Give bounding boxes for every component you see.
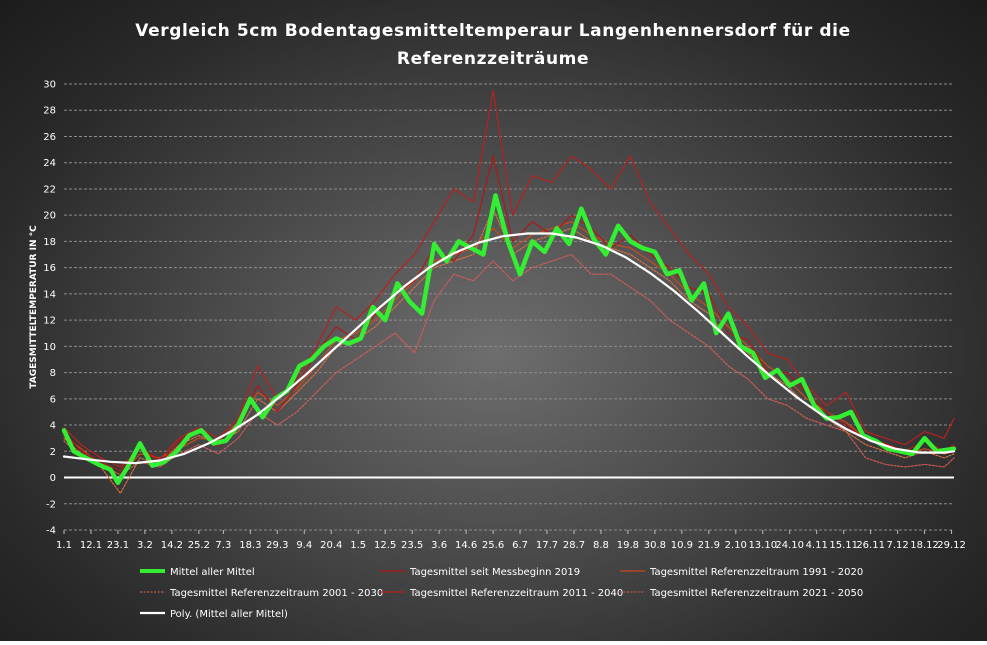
x-axis-ticks: 1.1 12.1 23.1 3.2 14.2 25.2 7.3 18.3 29.3 9.4 20.4… (56, 530, 966, 551)
y-tick-label: 16 (43, 263, 56, 274)
x-tick-label: 24.10 (775, 540, 804, 551)
legend-label-6: Poly. (Mittel aller Mittel) (170, 609, 288, 620)
x-tick-label: 30.8 (644, 540, 666, 551)
y-tick-label: 12 (43, 316, 56, 327)
x-tick-label: 1.1 (56, 540, 72, 551)
y-tick-label: 8 (50, 368, 56, 379)
y-tick-label: 14 (43, 289, 56, 300)
x-tick-label: 3.2 (137, 540, 153, 551)
x-tick-label: 10.9 (671, 540, 693, 551)
series-line-0 (61, 193, 957, 486)
legend-label-2: Tagesmittel Referenzzeitraum 1991 - 2020 (649, 567, 863, 578)
y-tick-label: 0 (50, 473, 56, 484)
x-tick-label: 29.12 (937, 540, 966, 551)
x-tick-label: 19.8 (617, 540, 639, 551)
y-tick-label: 4 (50, 421, 56, 432)
series-line-3 (63, 208, 955, 494)
legend: Mittel aller Mittel Tagesmittel seit Mess… (140, 567, 863, 620)
y-tick-label: 26 (43, 132, 56, 143)
x-tick-label: 23.5 (401, 540, 423, 551)
x-tick-label: 6.7 (512, 540, 528, 551)
y-tick-label: 24 (43, 158, 56, 169)
gridlines (64, 83, 954, 531)
x-tick-label: 25.2 (188, 540, 210, 551)
x-tick-label: 4.11 (806, 540, 828, 551)
x-tick-label: 17.7 (536, 540, 558, 551)
x-tick-label: 28.7 (563, 540, 585, 551)
y-tick-label: 2 (50, 447, 56, 458)
x-tick-label: 18.12 (910, 540, 939, 551)
x-tick-label: 8.8 (593, 540, 609, 551)
legend-label-1: Tagesmittel seit Messbeginn 2019 (409, 567, 580, 578)
x-tick-label: 20.4 (320, 540, 342, 551)
y-tick-label: 20 (43, 211, 56, 222)
series-line-1 (63, 155, 955, 472)
y-axis-label: TAGESMITTELTEMPERATUR IN °C (29, 225, 39, 389)
legend-label-0: Mittel aller Mittel (170, 567, 255, 578)
x-tick-label: 9.4 (296, 540, 312, 551)
y-tick-label: 28 (43, 106, 56, 117)
series-line-5 (63, 253, 955, 476)
x-tick-label: 26.11 (856, 540, 885, 551)
x-tick-label: 7.3 (215, 540, 231, 551)
x-tick-label: 12.5 (374, 540, 396, 551)
series-lines (61, 89, 957, 494)
chart-title-line-1: Vergleich 5cm Bodentagesmitteltemperaur … (135, 21, 850, 41)
x-tick-label: 14.6 (455, 540, 477, 551)
y-tick-label: -4 (46, 526, 56, 537)
x-tick-label: 3.6 (431, 540, 447, 551)
x-tick-label: 15.11 (829, 540, 858, 551)
y-tick-label: 22 (43, 184, 56, 195)
x-tick-label: 1.5 (350, 540, 366, 551)
y-tick-label: 18 (43, 237, 56, 248)
x-tick-label: 29.3 (266, 540, 288, 551)
chart-title-line-2: Referenzzeiträume (397, 49, 589, 69)
y-tick-label: 30 (43, 80, 56, 91)
y-tick-label: -2 (46, 499, 56, 510)
x-tick-label: 12.1 (80, 540, 102, 551)
x-tick-label: 23.1 (107, 540, 129, 551)
legend-label-5: Tagesmittel Referenzzeitraum 2021 - 2050 (649, 588, 863, 599)
series-line-4 (63, 89, 955, 468)
series-line-6 (62, 232, 956, 465)
x-tick-label: 21.9 (698, 540, 720, 551)
x-tick-label: 2.10 (725, 540, 747, 551)
series-line-2 (63, 221, 955, 476)
x-tick-label: 13.10 (748, 540, 777, 551)
legend-label-4: Tagesmittel Referenzzeitraum 2011 - 2040 (409, 588, 623, 599)
y-tick-label: 10 (43, 342, 56, 353)
x-tick-label: 25.6 (482, 540, 504, 551)
x-tick-label: 18.3 (239, 540, 261, 551)
x-tick-label: 14.2 (161, 540, 183, 551)
y-tick-label: 6 (50, 394, 56, 405)
x-tick-label: 7.12 (886, 540, 908, 551)
legend-label-3: Tagesmittel Referenzzeitraum 2001 - 2030 (169, 588, 383, 599)
